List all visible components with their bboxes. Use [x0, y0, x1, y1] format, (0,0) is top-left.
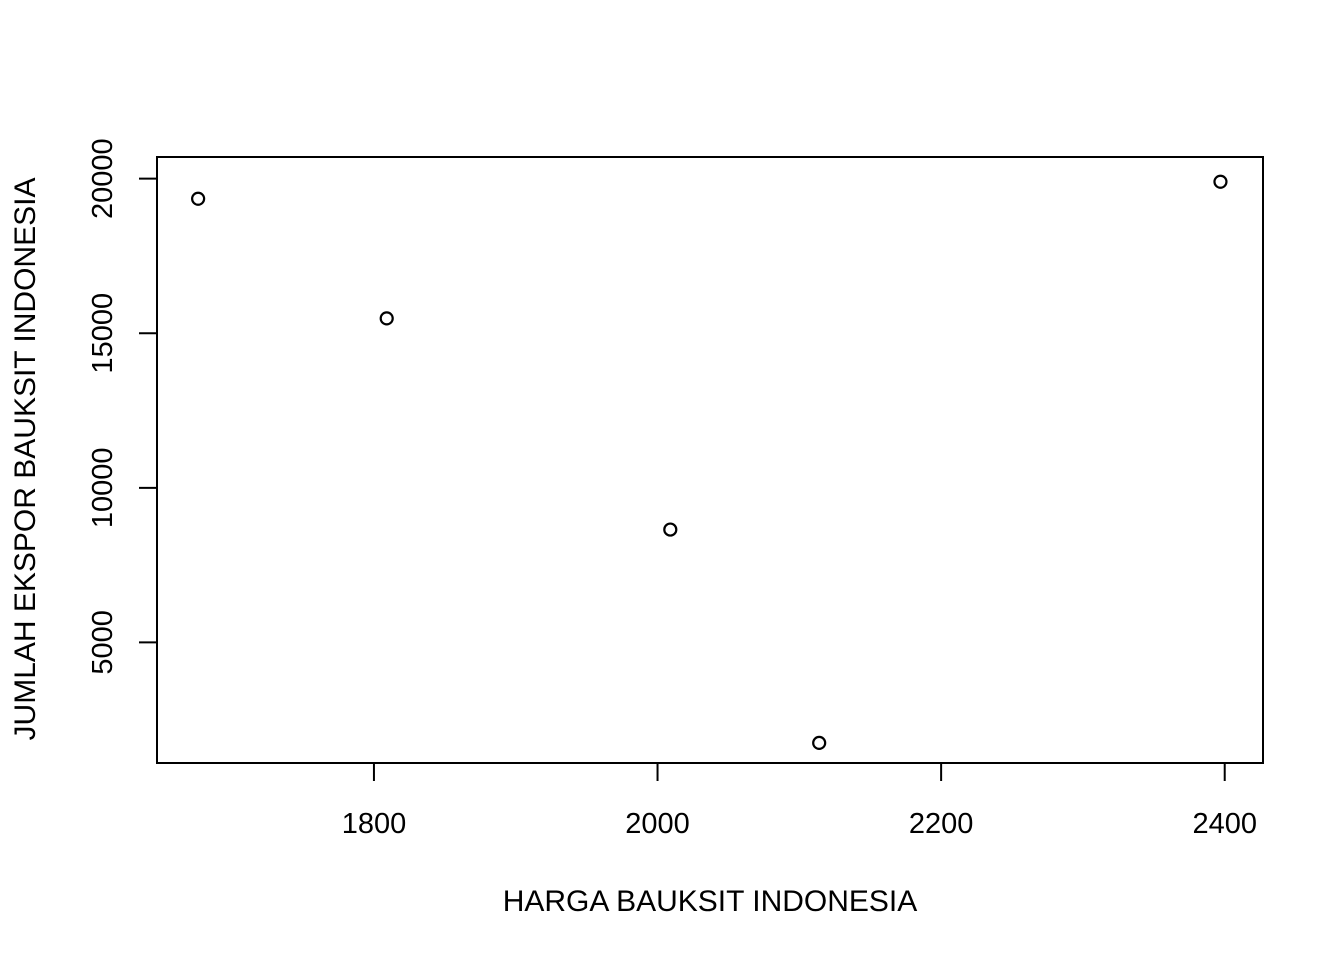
x-tick-label: 2000	[625, 808, 690, 840]
x-axis-title: HARGA BAUKSIT INDONESIA	[503, 885, 918, 918]
data-points	[191, 174, 1228, 751]
data-point	[663, 522, 678, 537]
data-point	[191, 191, 206, 206]
data-point	[1213, 174, 1228, 189]
y-axis-title: JUMLAH EKSPOR BAUKSIT INDONESIA	[9, 178, 42, 741]
plot-frame	[156, 156, 1264, 764]
x-tick-label: 2400	[1192, 808, 1257, 840]
y-tick-label: 5000	[87, 610, 119, 675]
data-point	[379, 311, 394, 326]
x-tick-label: 2200	[909, 808, 974, 840]
data-point	[812, 735, 827, 751]
x-axis: 1800 2000 2200 2400	[342, 762, 1257, 840]
x-tick-label: 1800	[342, 808, 407, 840]
y-tick-label: 15000	[87, 293, 119, 374]
y-tick-label: 20000	[87, 138, 119, 219]
y-tick-label: 10000	[87, 447, 119, 528]
y-axis: 5000 10000 15000 20000	[87, 138, 158, 675]
